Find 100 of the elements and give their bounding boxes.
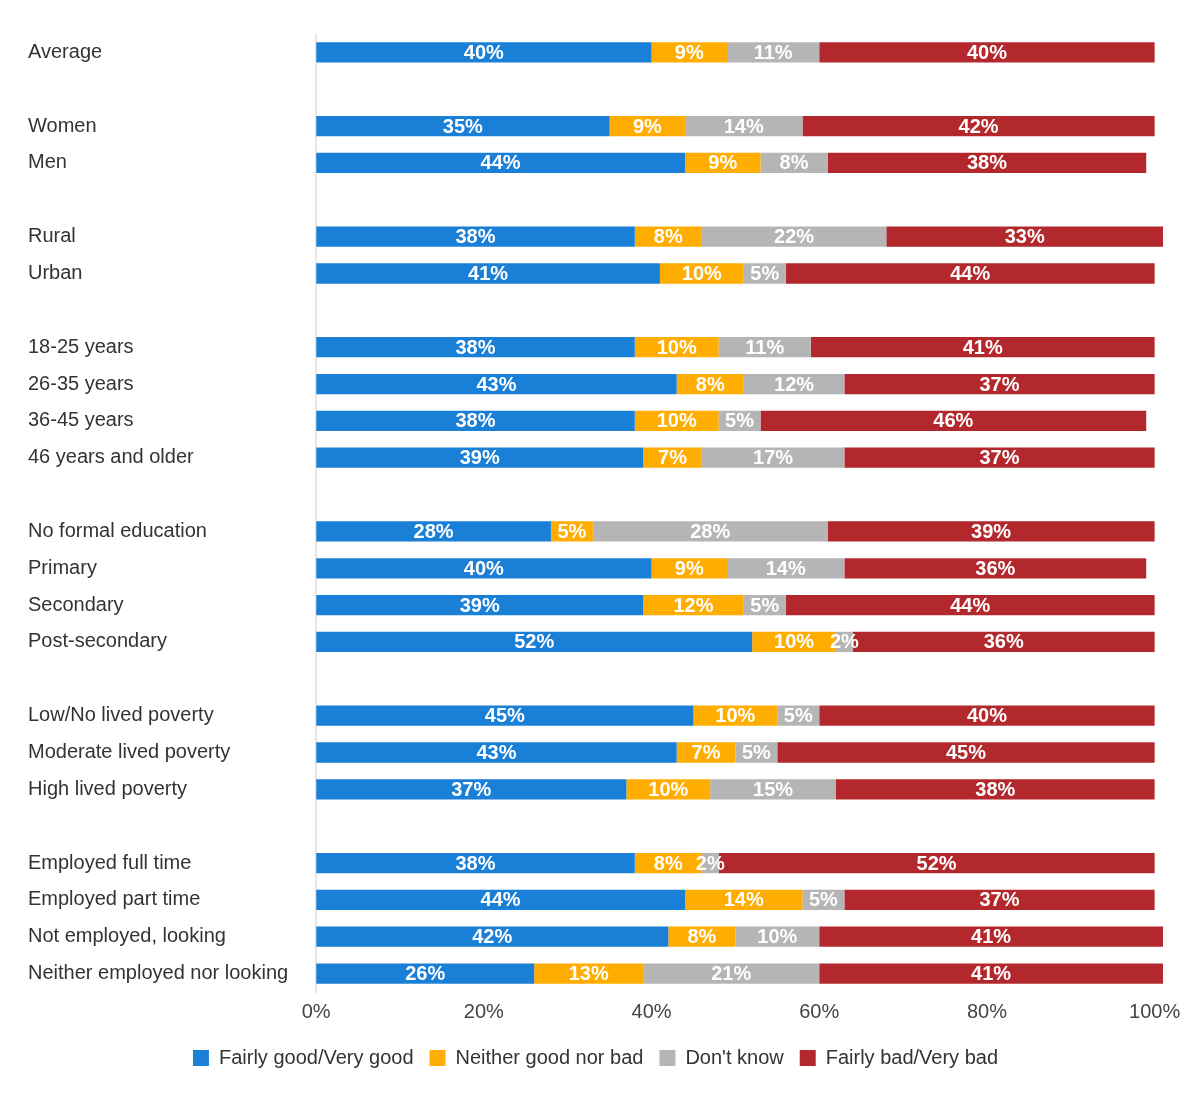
y-tick-label: Moderate lived poverty [28,740,231,763]
bar [802,115,1155,137]
data-label: 8% [695,372,725,395]
bar [316,152,686,174]
bar [844,889,1155,911]
y-tick-label: Employed part time [28,887,201,910]
data-label: 44% [950,593,991,616]
bar [316,889,686,911]
y-tick-label: Average [28,39,103,62]
data-label: 8% [653,851,683,874]
bar [785,594,1155,616]
bar [819,42,1155,63]
y-tick-label: Neither employed nor looking [28,961,289,984]
bar [810,337,1155,358]
data-label: 5% [725,409,755,432]
bar [316,631,753,653]
y-tick-label: Men [28,150,67,173]
bar [316,558,652,579]
data-label: 41% [971,925,1012,948]
data-label: 40% [966,40,1008,63]
data-label: 5% [783,704,813,727]
data-label: 7% [691,741,721,764]
bar [316,337,635,358]
data-label: 21% [711,962,752,985]
bar [827,521,1155,542]
data-label: 10% [757,925,798,948]
data-label: 14% [765,556,806,579]
bar [316,42,652,63]
y-tick-label: Urban [28,261,83,284]
bar [844,558,1147,579]
data-label: 44% [480,888,521,911]
bar [836,779,1155,800]
data-label: 10% [681,262,723,285]
data-label: 46% [933,409,974,432]
bar [777,742,1155,763]
data-label: 9% [708,151,738,174]
data-label: 28% [690,519,731,542]
bar [827,152,1147,174]
y-tick-label: 26-35 years [28,371,134,394]
x-tick-label: 0% [301,999,331,1022]
data-label: 10% [656,409,697,432]
bar [844,447,1155,468]
data-label: 39% [971,519,1012,542]
data-label: 7% [658,446,688,469]
data-label: 45% [945,741,987,764]
x-tick-label: 100% [1129,999,1181,1022]
data-label: 14% [723,114,764,137]
bar [316,447,644,468]
data-label: 39% [459,593,500,616]
bar [316,852,635,874]
bar [316,705,694,726]
data-label: 15% [753,777,794,800]
data-label: 52% [514,630,555,653]
data-label: 41% [962,335,1003,358]
data-label: 5% [808,888,839,911]
data-label: 33% [1004,225,1045,248]
data-label: 37% [979,372,1020,395]
legend-label: Neither good nor bad [455,1045,644,1068]
data-label: 5% [750,262,780,285]
data-label: 10% [774,630,815,653]
data-label: 42% [958,114,999,137]
data-label: 11% [745,335,785,358]
bar [819,963,1163,984]
bar [760,410,1147,432]
data-label: 8% [653,225,683,248]
data-label: 9% [674,40,704,63]
data-label: 40% [966,704,1008,727]
bar [844,373,1155,395]
bar [316,521,551,542]
x-tick-label: 20% [463,999,505,1022]
x-tick-label: 40% [631,999,672,1022]
data-label: 41% [971,962,1012,985]
y-tick-label: High lived poverty [28,776,187,799]
data-label: 10% [648,777,689,800]
data-label: 43% [476,741,517,764]
x-tick-label: 80% [966,999,1008,1022]
data-label: 17% [753,446,794,469]
data-label: 39% [459,446,500,469]
bar [819,926,1163,947]
data-label: 8% [687,925,717,948]
data-label: 13% [568,962,609,985]
data-label: 37% [979,446,1020,469]
data-label: 38% [455,851,496,874]
y-tick-label: Post-secondary [28,629,167,652]
data-label: 35% [442,114,484,137]
data-label: 12% [774,372,815,395]
data-label: 40% [463,40,505,63]
data-label: 37% [979,888,1020,911]
y-tick-label: Not employed, looking [28,924,226,947]
y-tick-label: No formal education [28,518,207,541]
legend-label: Don't know [685,1045,785,1068]
y-tick-label: Women [28,113,97,136]
data-label: 38% [455,335,496,358]
bar [316,263,660,284]
data-label: 5% [750,593,780,616]
bar [316,594,644,616]
data-label: 5% [741,741,772,764]
y-tick-label: 36-45 years [28,408,134,431]
bar [316,410,635,432]
legend-label: Fairly good/Very good [218,1045,414,1068]
